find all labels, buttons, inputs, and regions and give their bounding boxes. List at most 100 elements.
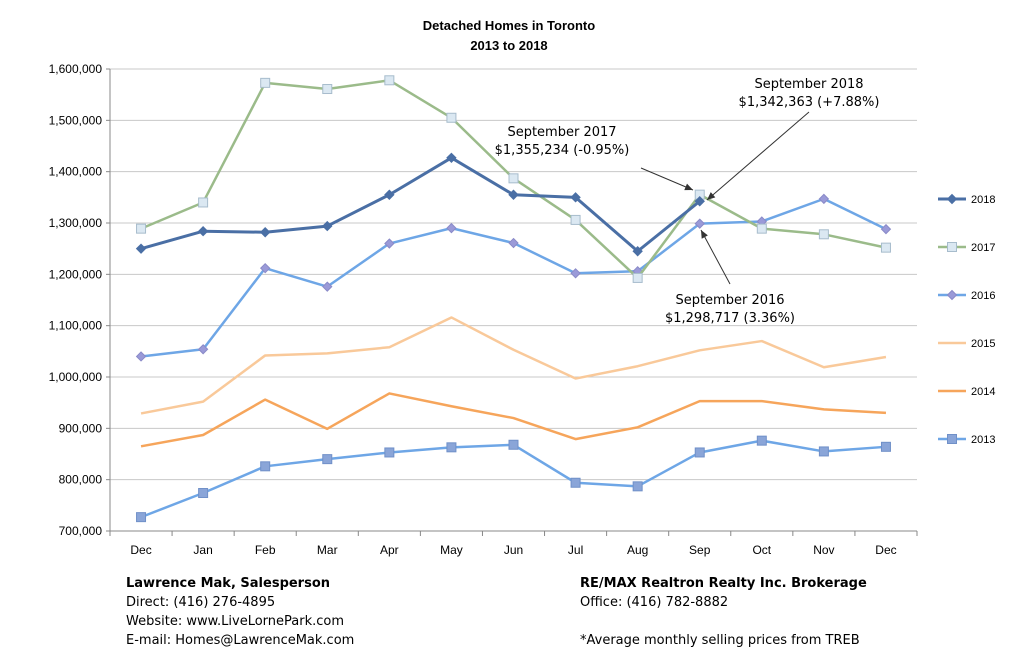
x-tick-label: Oct <box>752 543 771 557</box>
legend-label: 2014 <box>971 386 995 398</box>
data-point-2013 <box>756 435 767 446</box>
data-point-2017 <box>756 223 767 234</box>
x-tick-label: Sep <box>689 543 711 557</box>
legend-label: 2018 <box>971 194 995 206</box>
data-point-2018 <box>446 152 457 164</box>
legend-marker <box>947 242 957 252</box>
data-point-2017 <box>384 75 395 86</box>
legend-label: 2015 <box>971 338 995 350</box>
data-point-2017 <box>632 272 643 283</box>
annotation-arrow <box>700 229 731 285</box>
data-point-2013 <box>136 512 147 523</box>
data-point-2016 <box>694 218 705 229</box>
data-point-2016 <box>880 223 892 235</box>
series-group <box>135 75 892 523</box>
x-tick-label: Dec <box>130 543 151 557</box>
legend-marker <box>946 289 958 301</box>
legend-item-2017: 2017 <box>938 242 995 254</box>
series-2018 <box>135 152 705 257</box>
series-line-2015 <box>140 316 887 415</box>
grid-lines <box>110 68 917 532</box>
data-point-2013 <box>632 481 643 492</box>
series-2013 <box>136 435 891 523</box>
y-tick-label: 1,300,000 <box>49 216 103 230</box>
legend-marker <box>947 434 957 444</box>
legend-item-2013: 2013 <box>938 434 995 446</box>
annotation-september-2017: September 2017 $1,355,234 (-0.95%) <box>495 125 694 191</box>
data-point-2016 <box>259 262 271 274</box>
data-point-2016 <box>446 222 457 234</box>
y-tick-label: 1,200,000 <box>49 267 103 281</box>
y-tick-label: 1,500,000 <box>49 113 103 127</box>
legend-marker <box>946 193 958 205</box>
data-point-2013 <box>508 439 519 450</box>
chart-title: Detached Homes in Toronto <box>423 18 595 33</box>
data-point-2017 <box>136 223 147 234</box>
series-2017 <box>136 75 891 283</box>
data-point-2016 <box>818 193 830 205</box>
data-point-2017 <box>570 214 581 225</box>
legend: 2018 2017 2016 2015 2014 2013 <box>938 193 995 446</box>
y-tick-label: 900,000 <box>59 421 103 435</box>
annotation-value: $1,342,363 (+7.88%) <box>739 95 880 110</box>
data-point-2018 <box>694 196 705 207</box>
data-point-2017 <box>508 173 519 184</box>
data-point-2017 <box>198 197 209 208</box>
agent-direct-phone: Direct: (416) 276-4895 <box>126 595 276 610</box>
data-point-2013 <box>446 442 457 453</box>
legend-item-2014: 2014 <box>938 386 995 398</box>
data-point-2016 <box>384 238 395 249</box>
data-point-2013 <box>260 461 271 472</box>
footer-contact: Lawrence Mak, Salesperson Direct: (416) … <box>126 574 354 650</box>
annotation-arrowhead <box>684 183 693 191</box>
annotation-september-2016: September 2016 $1,298,717 (3.36%) <box>665 229 795 326</box>
x-tick-label: Feb <box>255 543 276 557</box>
data-point-2016 <box>570 268 581 279</box>
x-tick-label: Mar <box>317 543 338 557</box>
data-point-2018 <box>570 192 581 203</box>
series-2016 <box>135 193 892 362</box>
x-tick-label: Aug <box>627 543 648 557</box>
annotation-value: $1,355,234 (-0.95%) <box>495 143 630 158</box>
annotation-title: September 2016 <box>675 293 784 308</box>
data-point-2016 <box>197 344 209 355</box>
annotation-september-2018: September 2018 $1,342,363 (+7.88%) <box>706 77 880 201</box>
data-point-2018 <box>197 226 209 237</box>
data-point-2013 <box>384 447 395 458</box>
data-point-2013 <box>198 488 209 499</box>
series-2015 <box>140 316 887 415</box>
data-point-2013 <box>322 454 333 465</box>
line-chart: 700,000 800,000 900,000 1,000,000 1,100,000 1… <box>49 18 996 557</box>
x-tick-label: Apr <box>380 543 399 557</box>
x-tick-label: Dec <box>875 543 896 557</box>
footer-brokerage: RE/MAX Realtron Realty Inc. Brokerage Of… <box>580 574 867 650</box>
x-tick-label: Jun <box>504 543 523 557</box>
series-line-2018 <box>140 156 701 253</box>
x-tick-label: Jan <box>193 543 212 557</box>
legend-label: 2013 <box>971 434 995 446</box>
brokerage-name: RE/MAX Realtron Realty Inc. Brokerage <box>580 576 867 591</box>
data-point-2017 <box>446 112 457 123</box>
y-tick-label: 1,000,000 <box>49 370 103 384</box>
agent-website: Website: www.LiveLornePark.com <box>126 614 345 629</box>
data-point-2016 <box>322 281 333 292</box>
series-2014 <box>140 392 887 448</box>
y-tick-label: 700,000 <box>59 524 103 538</box>
data-point-2013 <box>694 447 705 458</box>
data-point-2018 <box>135 243 147 254</box>
annotation-arrow <box>640 167 694 191</box>
annotation-value: $1,298,717 (3.36%) <box>665 311 795 326</box>
y-tick-label: 800,000 <box>59 473 103 487</box>
annotation-title: September 2018 <box>754 77 863 92</box>
data-point-2018 <box>259 227 271 238</box>
data-point-2017 <box>880 242 891 253</box>
data-point-2013 <box>818 446 829 457</box>
annotation-title: September 2017 <box>507 125 616 140</box>
legend-item-2016: 2016 <box>938 289 995 302</box>
data-point-2017 <box>818 229 829 240</box>
agent-name: Lawrence Mak, Salesperson <box>126 576 331 591</box>
series-line-2014 <box>140 392 887 448</box>
data-point-2018 <box>508 189 519 200</box>
y-tick-label: 1,100,000 <box>49 319 103 333</box>
chart-subtitle: 2013 to 2018 <box>470 38 547 53</box>
